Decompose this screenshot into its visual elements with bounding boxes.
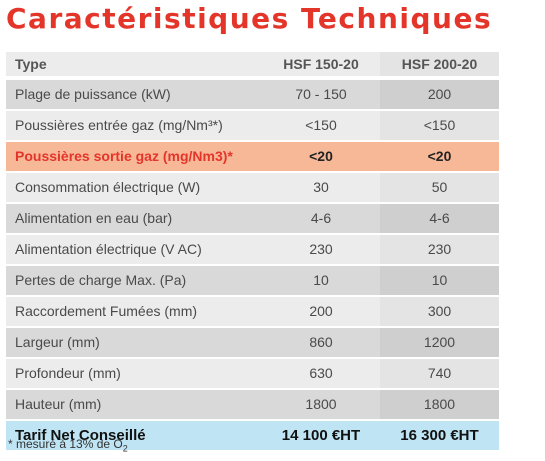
- row-value-model-2: 4-6: [380, 204, 499, 233]
- price-model-1: 14 100 €HT: [262, 421, 380, 450]
- price-row: Tarif Net Conseillé 14 100 €HT 16 300 €H…: [6, 421, 499, 450]
- row-label: Raccordement Fumées (mm): [6, 297, 262, 326]
- row-label: Alimentation électrique (V AC): [6, 235, 262, 264]
- row-label: Hauteur (mm): [6, 390, 262, 419]
- row-label: Profondeur (mm): [6, 359, 262, 388]
- row-value-model-2: 1200: [380, 328, 499, 357]
- footnote: * mesuré à 13% de O2: [8, 437, 128, 453]
- table-row: Alimentation en eau (bar) 4-6 4-6: [6, 204, 499, 233]
- row-value-model-1: 4-6: [262, 204, 380, 233]
- table-row: Plage de puissance (kW) 70 - 150 200: [6, 80, 499, 109]
- table-row: Pertes de charge Max. (Pa) 10 10: [6, 266, 499, 295]
- row-value-model-2: 10: [380, 266, 499, 295]
- row-value-model-2: 740: [380, 359, 499, 388]
- row-value-model-1: 630: [262, 359, 380, 388]
- row-value-model-2: 230: [380, 235, 499, 264]
- row-value-model-1: <150: [262, 111, 380, 140]
- page-title: Caractéristiques Techniques: [6, 2, 493, 35]
- row-label: Consommation électrique (W): [6, 173, 262, 202]
- table-row: Raccordement Fumées (mm) 200 300: [6, 297, 499, 326]
- price-model-2: 16 300 €HT: [380, 421, 499, 450]
- row-value-model-1: 30: [262, 173, 380, 202]
- row-value-model-2: <150: [380, 111, 499, 140]
- table-row: Consommation électrique (W) 30 50: [6, 173, 499, 202]
- row-label: Alimentation en eau (bar): [6, 204, 262, 233]
- header-model-2: HSF 200-20: [380, 52, 499, 76]
- footnote-text: * mesuré à 13% de O: [8, 437, 123, 451]
- price-label: Tarif Net Conseillé: [6, 421, 262, 450]
- row-value-model-1: 10: [262, 266, 380, 295]
- row-value-model-2: <20: [380, 142, 499, 171]
- row-label: Poussières entrée gaz (mg/Nm³*): [6, 111, 262, 140]
- table-row: Alimentation électrique (V AC) 230 230: [6, 235, 499, 264]
- table-row: Profondeur (mm) 630 740: [6, 359, 499, 388]
- row-label: Poussières sortie gaz (mg/Nm3)*: [6, 142, 262, 171]
- table-header-row: Type HSF 150-20 HSF 200-20: [6, 52, 499, 76]
- header-type: Type: [6, 52, 262, 76]
- row-value-model-1: <20: [262, 142, 380, 171]
- row-value-model-1: 70 - 150: [262, 80, 380, 109]
- table-row: Poussières entrée gaz (mg/Nm³*) <150 <15…: [6, 111, 499, 140]
- table-row-highlighted: Poussières sortie gaz (mg/Nm3)* <20 <20: [6, 142, 499, 171]
- row-value-model-1: 860: [262, 328, 380, 357]
- row-value-model-2: 200: [380, 80, 499, 109]
- row-value-model-2: 50: [380, 173, 499, 202]
- row-value-model-1: 230: [262, 235, 380, 264]
- table-row: Hauteur (mm) 1800 1800: [6, 390, 499, 419]
- footnote-subscript: 2: [122, 443, 128, 454]
- row-value-model-1: 1800: [262, 390, 380, 419]
- row-value-model-2: 1800: [380, 390, 499, 419]
- header-model-1: HSF 150-20: [262, 52, 380, 76]
- row-label: Pertes de charge Max. (Pa): [6, 266, 262, 295]
- row-label: Plage de puissance (kW): [6, 80, 262, 109]
- table-row: Largeur (mm) 860 1200: [6, 328, 499, 357]
- specs-table: Type HSF 150-20 HSF 200-20 Plage de puis…: [6, 52, 499, 452]
- row-value-model-1: 200: [262, 297, 380, 326]
- row-value-model-2: 300: [380, 297, 499, 326]
- row-label: Largeur (mm): [6, 328, 262, 357]
